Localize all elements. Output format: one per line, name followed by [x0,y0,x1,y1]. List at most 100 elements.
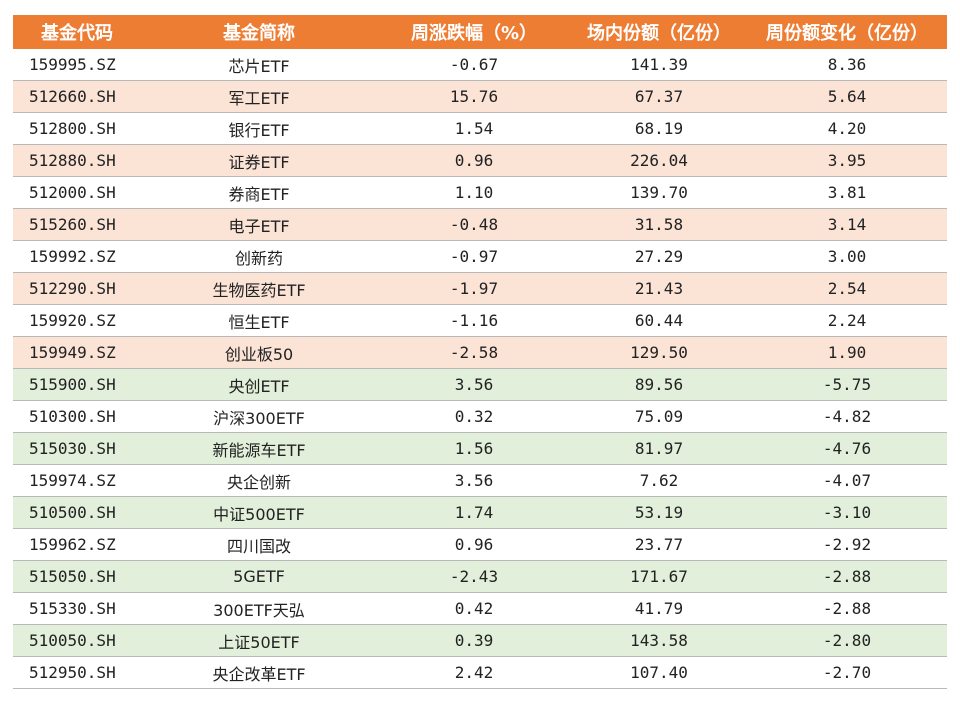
fund-name-cell: 券商ETF [141,176,377,209]
fund-name-cell: 央企改革ETF [141,656,377,689]
weekly-change-cell: 2.42 [377,656,571,689]
weekly-change-cell: 0.96 [377,528,571,561]
share-change-cell: 3.81 [747,176,947,209]
shares-cell: 141.39 [571,49,747,81]
fund-name-cell: 四川国改 [141,528,377,561]
fund-name-cell: 生物医药ETF [141,272,377,305]
shares-cell: 75.09 [571,400,747,433]
shares-cell: 21.43 [571,272,747,305]
table-row: 515330.SH 300ETF天弘 0.42 41.79 -2.88 [13,592,947,625]
weekly-change-cell: -0.97 [377,240,571,273]
weekly-change-cell: 3.56 [377,368,571,401]
share-change-cell: 2.54 [747,272,947,305]
fund-code-cell: 159974.SZ [13,464,141,497]
share-change-cell: -2.92 [747,528,947,561]
fund-code-cell: 512000.SH [13,176,141,209]
fund-name-cell: 中证500ETF [141,496,377,529]
fund-name-cell: 300ETF天弘 [141,592,377,625]
table-row: 159920.SZ 恒生ETF -1.16 60.44 2.24 [13,304,947,337]
shares-cell: 27.29 [571,240,747,273]
etf-share-table-container: 基金代码 基金简称 周涨跌幅（%） 场内份额（亿份） 周份额变化（亿份） 159… [13,15,947,689]
share-change-cell: -4.82 [747,400,947,433]
table-row: 515030.SH 新能源车ETF 1.56 81.97 -4.76 [13,432,947,465]
fund-name-cell: 军工ETF [141,80,377,113]
fund-code-cell: 515330.SH [13,592,141,625]
weekly-change-cell: -2.43 [377,560,571,593]
fund-code-cell: 510050.SH [13,624,141,657]
fund-name-cell: 上证50ETF [141,624,377,657]
share-change-cell: 3.95 [747,144,947,177]
shares-cell: 41.79 [571,592,747,625]
table-row: 159962.SZ 四川国改 0.96 23.77 -2.92 [13,528,947,561]
header-fund-code: 基金代码 [13,15,141,49]
share-change-cell: -2.88 [747,560,947,593]
weekly-change-cell: 0.42 [377,592,571,625]
share-change-cell: 4.20 [747,112,947,145]
table-header: 基金代码 基金简称 周涨跌幅（%） 场内份额（亿份） 周份额变化（亿份） [13,15,947,49]
table-row: 512290.SH 生物医药ETF -1.97 21.43 2.54 [13,272,947,305]
header-row: 基金代码 基金简称 周涨跌幅（%） 场内份额（亿份） 周份额变化（亿份） [13,15,947,49]
fund-code-cell: 512880.SH [13,144,141,177]
weekly-change-cell: 0.32 [377,400,571,433]
shares-cell: 67.37 [571,80,747,113]
fund-name-cell: 芯片ETF [141,49,377,81]
etf-share-table: 基金代码 基金简称 周涨跌幅（%） 场内份额（亿份） 周份额变化（亿份） 159… [13,15,947,689]
shares-cell: 81.97 [571,432,747,465]
fund-code-cell: 515050.SH [13,560,141,593]
table-row: 512660.SH 军工ETF 15.76 67.37 5.64 [13,80,947,113]
fund-code-cell: 512660.SH [13,80,141,113]
shares-cell: 143.58 [571,624,747,657]
weekly-change-cell: -1.16 [377,304,571,337]
table-body: 159995.SZ 芯片ETF -0.67 141.39 8.36 512660.SH 军工… [13,49,947,689]
weekly-change-cell: 1.74 [377,496,571,529]
share-change-cell: 3.00 [747,240,947,273]
shares-cell: 7.62 [571,464,747,497]
table-row: 515900.SH 央创ETF 3.56 89.56 -5.75 [13,368,947,401]
fund-name-cell: 银行ETF [141,112,377,145]
table-row: 512880.SH 证券ETF 0.96 226.04 3.95 [13,144,947,177]
table-row: 159992.SZ 创新药 -0.97 27.29 3.00 [13,240,947,273]
header-shares: 场内份额（亿份） [571,15,747,49]
weekly-change-cell: 1.54 [377,112,571,145]
fund-name-cell: 央企创新 [141,464,377,497]
fund-code-cell: 159992.SZ [13,240,141,273]
fund-code-cell: 510300.SH [13,400,141,433]
fund-code-cell: 515030.SH [13,432,141,465]
shares-cell: 89.56 [571,368,747,401]
table-row: 159949.SZ 创业板50 -2.58 129.50 1.90 [13,336,947,369]
shares-cell: 53.19 [571,496,747,529]
weekly-change-cell: -1.97 [377,272,571,305]
share-change-cell: -2.80 [747,624,947,657]
weekly-change-cell: 3.56 [377,464,571,497]
weekly-change-cell: -0.67 [377,49,571,81]
share-change-cell: 2.24 [747,304,947,337]
weekly-change-cell: 15.76 [377,80,571,113]
share-change-cell: 1.90 [747,336,947,369]
table-row: 512950.SH 央企改革ETF 2.42 107.40 -2.70 [13,656,947,689]
fund-name-cell: 新能源车ETF [141,432,377,465]
weekly-change-cell: 0.96 [377,144,571,177]
weekly-change-cell: -2.58 [377,336,571,369]
shares-cell: 60.44 [571,304,747,337]
fund-name-cell: 央创ETF [141,368,377,401]
fund-code-cell: 515260.SH [13,208,141,241]
fund-code-cell: 159995.SZ [13,49,141,81]
header-share-change: 周份额变化（亿份） [747,15,947,49]
table-row: 510500.SH 中证500ETF 1.74 53.19 -3.10 [13,496,947,529]
fund-code-cell: 159962.SZ [13,528,141,561]
shares-cell: 68.19 [571,112,747,145]
share-change-cell: -5.75 [747,368,947,401]
table-row: 512800.SH 银行ETF 1.54 68.19 4.20 [13,112,947,145]
share-change-cell: -4.07 [747,464,947,497]
fund-name-cell: 沪深300ETF [141,400,377,433]
table-row: 512000.SH 券商ETF 1.10 139.70 3.81 [13,176,947,209]
table-row: 515050.SH 5GETF -2.43 171.67 -2.88 [13,560,947,593]
table-row: 159974.SZ 央企创新 3.56 7.62 -4.07 [13,464,947,497]
weekly-change-cell: -0.48 [377,208,571,241]
fund-name-cell: 5GETF [141,560,377,593]
fund-name-cell: 创新药 [141,240,377,273]
fund-code-cell: 510500.SH [13,496,141,529]
shares-cell: 139.70 [571,176,747,209]
table-row: 159995.SZ 芯片ETF -0.67 141.39 8.36 [13,49,947,81]
fund-name-cell: 证券ETF [141,144,377,177]
